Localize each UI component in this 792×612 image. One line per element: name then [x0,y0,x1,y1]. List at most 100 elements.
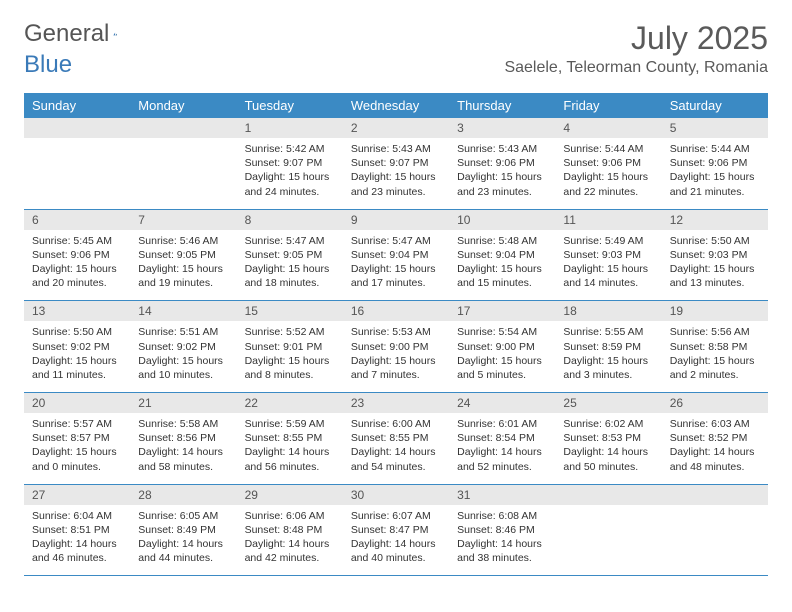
day-number-empty [24,118,130,138]
day-body-empty [555,505,661,567]
day-number: 16 [343,301,449,321]
day-body: Sunrise: 5:50 AMSunset: 9:03 PMDaylight:… [662,230,768,301]
day-number: 21 [130,393,236,413]
day-body: Sunrise: 5:56 AMSunset: 8:58 PMDaylight:… [662,321,768,392]
day-body: Sunrise: 6:04 AMSunset: 8:51 PMDaylight:… [24,505,130,576]
day-number: 13 [24,301,130,321]
day-number: 3 [449,118,555,138]
day-body-empty [24,138,130,200]
day-body: Sunrise: 5:52 AMSunset: 9:01 PMDaylight:… [237,321,343,392]
day-body-empty [130,138,236,200]
day-body: Sunrise: 5:53 AMSunset: 9:00 PMDaylight:… [343,321,449,392]
weekday-header: Saturday [662,93,768,118]
day-number: 24 [449,393,555,413]
day-body: Sunrise: 6:05 AMSunset: 8:49 PMDaylight:… [130,505,236,576]
day-number-empty [130,118,236,138]
day-body: Sunrise: 6:08 AMSunset: 8:46 PMDaylight:… [449,505,555,576]
weekday-header: Wednesday [343,93,449,118]
day-body: Sunrise: 5:47 AMSunset: 9:05 PMDaylight:… [237,230,343,301]
calendar-week-row: 6Sunrise: 5:45 AMSunset: 9:06 PMDaylight… [24,209,768,301]
day-body: Sunrise: 6:03 AMSunset: 8:52 PMDaylight:… [662,413,768,484]
day-number: 30 [343,485,449,505]
day-body: Sunrise: 5:57 AMSunset: 8:57 PMDaylight:… [24,413,130,484]
day-body: Sunrise: 5:44 AMSunset: 9:06 PMDaylight:… [662,138,768,209]
calendar-week-row: 27Sunrise: 6:04 AMSunset: 8:51 PMDayligh… [24,484,768,576]
logo-text-1: General [24,20,109,48]
day-number: 2 [343,118,449,138]
day-number: 18 [555,301,661,321]
calendar-cell: 9Sunrise: 5:47 AMSunset: 9:04 PMDaylight… [343,209,449,301]
calendar-cell [24,118,130,209]
calendar-cell: 2Sunrise: 5:43 AMSunset: 9:07 PMDaylight… [343,118,449,209]
day-number: 23 [343,393,449,413]
calendar-cell: 27Sunrise: 6:04 AMSunset: 8:51 PMDayligh… [24,484,130,576]
calendar-cell: 21Sunrise: 5:58 AMSunset: 8:56 PMDayligh… [130,393,236,485]
day-number: 9 [343,210,449,230]
weekday-header: Monday [130,93,236,118]
day-body: Sunrise: 5:51 AMSunset: 9:02 PMDaylight:… [130,321,236,392]
day-body: Sunrise: 6:06 AMSunset: 8:48 PMDaylight:… [237,505,343,576]
calendar-cell: 16Sunrise: 5:53 AMSunset: 9:00 PMDayligh… [343,301,449,393]
calendar-cell: 24Sunrise: 6:01 AMSunset: 8:54 PMDayligh… [449,393,555,485]
calendar-week-row: 13Sunrise: 5:50 AMSunset: 9:02 PMDayligh… [24,301,768,393]
day-body: Sunrise: 5:42 AMSunset: 9:07 PMDaylight:… [237,138,343,209]
calendar-cell: 30Sunrise: 6:07 AMSunset: 8:47 PMDayligh… [343,484,449,576]
calendar-cell: 25Sunrise: 6:02 AMSunset: 8:53 PMDayligh… [555,393,661,485]
day-body: Sunrise: 6:00 AMSunset: 8:55 PMDaylight:… [343,413,449,484]
calendar-cell: 3Sunrise: 5:43 AMSunset: 9:06 PMDaylight… [449,118,555,209]
day-number-empty [662,485,768,505]
location: Saelele, Teleorman County, Romania [504,59,768,77]
day-body: Sunrise: 5:55 AMSunset: 8:59 PMDaylight:… [555,321,661,392]
logo-text-2: Blue [24,51,72,79]
day-number: 20 [24,393,130,413]
logo: General [24,20,137,48]
calendar-cell: 4Sunrise: 5:44 AMSunset: 9:06 PMDaylight… [555,118,661,209]
day-number: 22 [237,393,343,413]
calendar-cell: 12Sunrise: 5:50 AMSunset: 9:03 PMDayligh… [662,209,768,301]
title-block: July 2025 Saelele, Teleorman County, Rom… [504,20,768,77]
day-number: 6 [24,210,130,230]
calendar-cell: 1Sunrise: 5:42 AMSunset: 9:07 PMDaylight… [237,118,343,209]
day-number: 19 [662,301,768,321]
day-body: Sunrise: 5:58 AMSunset: 8:56 PMDaylight:… [130,413,236,484]
day-body: Sunrise: 5:47 AMSunset: 9:04 PMDaylight:… [343,230,449,301]
day-body: Sunrise: 5:46 AMSunset: 9:05 PMDaylight:… [130,230,236,301]
day-body: Sunrise: 5:43 AMSunset: 9:07 PMDaylight:… [343,138,449,209]
calendar-body: 1Sunrise: 5:42 AMSunset: 9:07 PMDaylight… [24,118,768,576]
calendar-cell: 28Sunrise: 6:05 AMSunset: 8:49 PMDayligh… [130,484,236,576]
calendar-cell: 17Sunrise: 5:54 AMSunset: 9:00 PMDayligh… [449,301,555,393]
day-number: 17 [449,301,555,321]
day-body: Sunrise: 6:07 AMSunset: 8:47 PMDaylight:… [343,505,449,576]
calendar-cell: 23Sunrise: 6:00 AMSunset: 8:55 PMDayligh… [343,393,449,485]
day-body: Sunrise: 6:02 AMSunset: 8:53 PMDaylight:… [555,413,661,484]
calendar-cell [662,484,768,576]
day-body: Sunrise: 5:54 AMSunset: 9:00 PMDaylight:… [449,321,555,392]
calendar-cell: 6Sunrise: 5:45 AMSunset: 9:06 PMDaylight… [24,209,130,301]
day-number: 10 [449,210,555,230]
day-body: Sunrise: 5:48 AMSunset: 9:04 PMDaylight:… [449,230,555,301]
calendar-cell [555,484,661,576]
calendar-cell: 8Sunrise: 5:47 AMSunset: 9:05 PMDaylight… [237,209,343,301]
calendar-head: SundayMondayTuesdayWednesdayThursdayFrid… [24,93,768,118]
calendar-cell: 14Sunrise: 5:51 AMSunset: 9:02 PMDayligh… [130,301,236,393]
day-body-empty [662,505,768,567]
calendar-cell: 20Sunrise: 5:57 AMSunset: 8:57 PMDayligh… [24,393,130,485]
calendar-cell: 31Sunrise: 6:08 AMSunset: 8:46 PMDayligh… [449,484,555,576]
day-body: Sunrise: 5:59 AMSunset: 8:55 PMDaylight:… [237,413,343,484]
calendar-cell: 10Sunrise: 5:48 AMSunset: 9:04 PMDayligh… [449,209,555,301]
day-number: 11 [555,210,661,230]
calendar-week-row: 20Sunrise: 5:57 AMSunset: 8:57 PMDayligh… [24,393,768,485]
logo-sail-icon [113,24,117,44]
day-body: Sunrise: 6:01 AMSunset: 8:54 PMDaylight:… [449,413,555,484]
day-number: 14 [130,301,236,321]
day-body: Sunrise: 5:49 AMSunset: 9:03 PMDaylight:… [555,230,661,301]
day-number: 8 [237,210,343,230]
day-number: 5 [662,118,768,138]
calendar-cell: 5Sunrise: 5:44 AMSunset: 9:06 PMDaylight… [662,118,768,209]
day-body: Sunrise: 5:43 AMSunset: 9:06 PMDaylight:… [449,138,555,209]
day-body: Sunrise: 5:44 AMSunset: 9:06 PMDaylight:… [555,138,661,209]
day-number: 27 [24,485,130,505]
calendar-week-row: 1Sunrise: 5:42 AMSunset: 9:07 PMDaylight… [24,118,768,209]
day-number: 28 [130,485,236,505]
calendar-cell: 29Sunrise: 6:06 AMSunset: 8:48 PMDayligh… [237,484,343,576]
